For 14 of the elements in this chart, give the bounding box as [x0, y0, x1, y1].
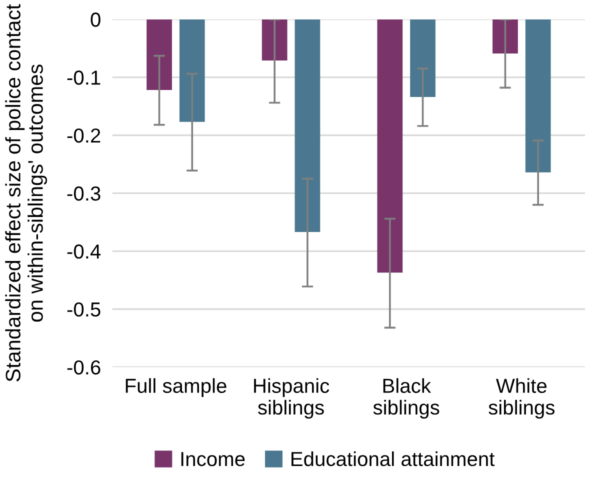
- x-tick-label: Hispanic siblings: [254, 378, 330, 419]
- legend-label: Income: [181, 452, 245, 466]
- y-tick-label: -0.5: [67, 302, 100, 317]
- x-tick-label: White siblings: [488, 378, 555, 419]
- x-tick-label: Full sample: [126, 378, 226, 397]
- x-tick-label: Black siblings: [373, 378, 440, 419]
- legend-label: Educational attainment: [292, 451, 495, 466]
- y-tick-label: -0.2: [67, 128, 100, 143]
- y-tick-label: -0.6: [67, 360, 100, 375]
- y-axis-title: Standardized effect size of police contact on within-siblings' outcomes: [5, 4, 48, 382]
- y-tick-label: -0.1: [67, 70, 100, 85]
- y-tick-label: -0.3: [67, 186, 100, 201]
- y-tick-label: -0.4: [67, 244, 101, 259]
- y-tick-label: 0: [90, 12, 100, 27]
